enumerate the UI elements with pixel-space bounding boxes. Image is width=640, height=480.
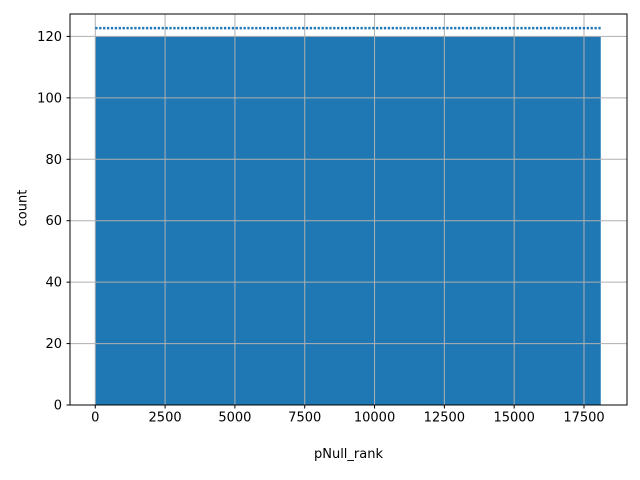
x-tick-label: 0 <box>91 411 99 426</box>
plot-frame <box>69 13 628 406</box>
x-tick-label: 7500 <box>288 411 321 426</box>
x-tick-label: 10000 <box>354 411 395 426</box>
x-tick-label: 5000 <box>218 411 251 426</box>
y-tick-label: 100 <box>37 91 62 106</box>
y-tick-label: 120 <box>37 30 62 45</box>
y-tick-label: 40 <box>45 276 62 291</box>
y-tick-label: 80 <box>45 153 62 168</box>
x-tick-label: 12500 <box>424 411 465 426</box>
x-tick-label: 2500 <box>149 411 182 426</box>
y-tick-label: 0 <box>54 399 62 414</box>
y-axis-label: count <box>15 189 31 227</box>
x-axis-label: pNull_rank <box>313 447 384 462</box>
y-tick-label: 20 <box>45 337 62 352</box>
x-tick-label: 15000 <box>493 411 534 426</box>
y-tick-label: 60 <box>45 214 62 229</box>
x-tick-label: 17500 <box>563 411 604 426</box>
